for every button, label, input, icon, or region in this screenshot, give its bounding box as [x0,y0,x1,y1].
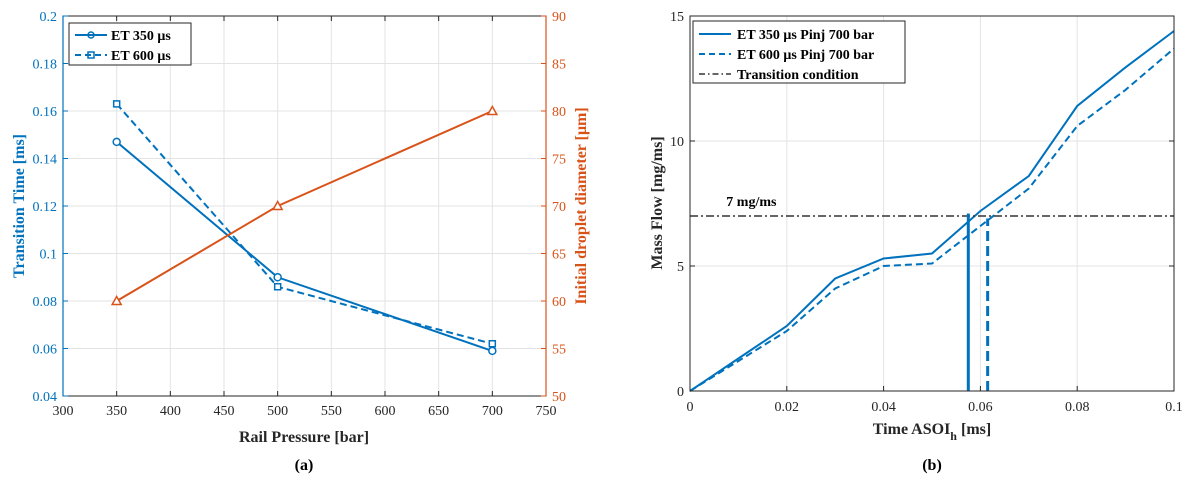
x-tick-label: 0 [687,400,694,415]
legend-a: ET 350 μs ET 600 μs [68,22,192,66]
ticks-b: 0 0.02 0.04 0.06 0.08 0.1 0 5 10 15 [670,10,1183,415]
legend-marker-circle-icon [87,31,95,39]
legend-box-b [692,20,906,84]
y-tick-label-left: 0.06 [33,343,58,358]
x-axis-label-a: Rail Pressure [bar] [239,429,369,446]
series-line-b-1 [689,47,1175,392]
x-tick-label: 400 [160,404,181,419]
series-line-b-0 [689,30,1175,392]
chart-b: 0 0.02 0.04 0.06 0.08 0.1 0 5 10 15 Time ASOIh [m… [649,10,1183,474]
x-tick-label: 0.02 [775,400,800,415]
y-tick-label-right: 75 [552,153,566,168]
y-tick-label-left: 0.14 [33,153,58,168]
y-tick-label-left: 0.2 [40,10,58,25]
data-point-triangle [486,104,499,116]
y-tick-label-right: 80 [552,105,566,120]
y-tick-label-left: 0.04 [33,390,58,405]
y-axis-label-left-a: Transition Time [ms] [11,134,28,278]
y-tick-label: 5 [677,260,684,275]
x-tick-label: 700 [482,404,503,419]
x-tick-label: 0.08 [1065,400,1090,415]
x-tick-label: 550 [321,404,342,419]
y-tick-label: 0 [677,385,684,400]
y-tick-label-right: 60 [552,295,566,310]
x-tick-label: 650 [428,404,449,419]
x-axis-label-unit-b: [ms] [957,421,991,438]
series-a [110,100,499,356]
y-tick-label-right: 85 [552,58,566,73]
y-tick-label-left: 0.18 [33,58,58,73]
chart-a: 300 350 400 450 500 550 600 650 700 750 0.04 0.06 0.… [11,10,590,474]
data-point-square [488,340,497,348]
ticks-a: 300 350 400 450 500 550 600 650 700 750 0.04 0.06 0.… [33,10,567,419]
legend-label-et350-b: ET 350 μs Pinj 700 bar [737,28,874,43]
y-tick-label-left: 0.16 [33,105,58,120]
y-tick-label-right: 55 [552,343,566,358]
x-tick-label: 600 [375,404,396,419]
y-tick-label-left: 0.1 [40,248,58,263]
series-b [689,30,1175,392]
x-axis-label-sub-b: h [950,429,957,443]
x-tick-label: 500 [267,404,288,419]
legend-label-transition-b: Transition condition [737,68,859,83]
data-point-triangle [110,294,123,306]
data-point-circle [112,137,121,147]
legend-marker-square-icon [87,51,95,59]
y-tick-label: 10 [670,135,684,150]
data-point-circle [488,346,497,356]
legend-label-et600-a: ET 600 μs [111,49,171,64]
caption-b: (b) [922,457,942,474]
y-tick-label-left: 0.08 [33,295,58,310]
x-tick-label: 350 [106,404,127,419]
x-tick-label: 750 [536,404,557,419]
data-point-triangle [271,199,284,211]
legend-label-et600-b: ET 600 μs Pinj 700 bar [737,48,874,63]
x-tick-label: 0.1 [1165,400,1183,415]
legend-b: ET 350 μs Pinj 700 bar ET 600 μs Pinj 70… [692,20,906,84]
x-tick-label: 450 [214,404,235,419]
data-point-square [273,283,282,291]
x-tick-label: 0.06 [968,400,993,415]
y-tick-label: 15 [670,10,684,25]
y-axis-label-b: Mass Flow [mg/ms] [649,136,666,269]
y-tick-label-left: 0.12 [33,200,58,215]
data-point-circle [273,273,282,282]
x-axis-label-b: Time ASOIh [ms] [873,421,991,443]
y-tick-label-right: 50 [552,390,566,405]
x-axis-label-main-b: Time ASOI [873,421,951,438]
y-tick-label-right: 70 [552,200,566,215]
y-tick-label-right: 90 [552,10,566,25]
x-tick-label: 300 [53,404,74,419]
y-axis-label-right-a: Initial droplet diameter [μm] [573,107,590,304]
plot-frame-b [689,15,1175,392]
annotation-7mgms: 7 mg/ms [726,195,777,210]
caption-a: (a) [295,457,314,474]
data-point-square [112,100,121,108]
y-tick-label-right: 65 [552,248,566,263]
legend-label-et350-a: ET 350 μs [111,29,171,44]
x-tick-label: 0.04 [871,400,896,415]
